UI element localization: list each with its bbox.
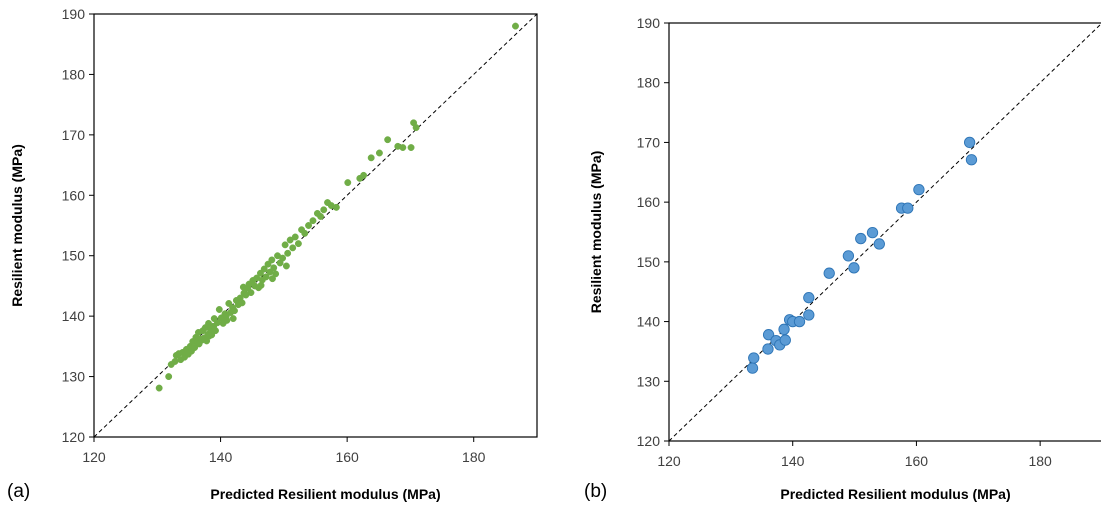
data-point <box>305 222 312 229</box>
panel-label: (b) <box>584 481 607 502</box>
y-axis-title: Resilient modulus (MPa) <box>588 151 604 314</box>
data-point <box>913 183 925 196</box>
data-point <box>289 244 297 252</box>
y-tick-label: 160 <box>62 187 86 203</box>
x-axis-title: Predicted Resilient modulus (MPa) <box>780 486 1010 502</box>
reference-line <box>668 23 1101 442</box>
data-point <box>762 329 775 341</box>
data-point <box>231 307 238 315</box>
data-point <box>407 144 415 151</box>
x-tick-label: 140 <box>209 449 233 465</box>
y-axis-title: Resilient modulus (MPa) <box>9 144 25 307</box>
y-tick-label: 140 <box>637 314 661 330</box>
y-tick-label: 190 <box>637 15 661 31</box>
data-point <box>291 233 299 241</box>
data-point <box>284 249 292 257</box>
y-tick-label: 170 <box>62 127 86 143</box>
data-point <box>229 315 237 323</box>
plot-area <box>668 22 1101 442</box>
data-point <box>171 358 179 365</box>
data-point <box>279 254 287 262</box>
y-tick-label: 150 <box>62 248 86 264</box>
data-point <box>803 292 815 304</box>
data-point <box>262 273 270 281</box>
data-point <box>301 229 309 237</box>
x-tick-label: 160 <box>905 453 929 469</box>
plot-area <box>93 13 538 438</box>
data-point <box>205 319 212 327</box>
data-point <box>260 265 268 273</box>
data-point <box>762 343 774 355</box>
scatter-panel-a: 120 130 140 150 160 170 180 190 120 140 160 180 Pred… <box>7 6 538 502</box>
data-point <box>384 136 392 144</box>
data-point <box>512 22 519 30</box>
data-point <box>375 149 383 157</box>
data-point <box>215 306 223 313</box>
y-tick-label: 130 <box>637 373 661 389</box>
data-point <box>320 206 328 214</box>
data-point <box>963 136 976 149</box>
data-point <box>866 226 879 239</box>
data-point <box>210 315 218 323</box>
data-point <box>195 340 203 348</box>
data-point <box>412 124 420 132</box>
data-point <box>281 241 289 249</box>
data-point <box>212 327 219 335</box>
data-point <box>272 270 280 278</box>
data-point <box>294 240 302 248</box>
data-point <box>165 373 173 381</box>
data-point <box>317 212 325 220</box>
x-axis-title: Predicted Resilient modulus (MPa) <box>210 486 440 502</box>
data-point <box>779 334 791 346</box>
panel-label: (a) <box>7 481 30 502</box>
data-point <box>873 238 885 250</box>
x-tick-label: 180 <box>1028 453 1052 469</box>
y-tick-label: 160 <box>637 194 661 210</box>
data-point <box>155 384 163 392</box>
data-point <box>399 144 407 151</box>
data-point <box>367 154 375 162</box>
data-point <box>268 256 276 264</box>
data-point <box>344 179 352 187</box>
scatter-panel-b: 120 130 140 150 160 170 180 190 120 140 160 180 Pred… <box>584 15 1101 502</box>
data-point <box>842 250 855 262</box>
data-point <box>270 264 278 272</box>
y-tick-label: 190 <box>62 6 86 22</box>
data-point <box>257 281 265 289</box>
data-point <box>332 203 340 211</box>
y-tick-label: 130 <box>62 369 86 385</box>
y-tick-label: 150 <box>637 254 661 270</box>
data-point <box>238 299 246 307</box>
data-point <box>823 267 835 279</box>
data-point <box>855 232 867 245</box>
data-point <box>309 217 317 225</box>
data-point <box>778 323 790 335</box>
y-tick-label: 170 <box>637 134 661 150</box>
y-tick-label: 180 <box>637 75 661 91</box>
x-tick-label: 160 <box>335 449 359 465</box>
data-point <box>239 283 247 291</box>
y-tick-label: 180 <box>62 66 86 82</box>
y-tick-label: 120 <box>62 429 86 445</box>
y-tick-label: 140 <box>62 308 86 324</box>
data-point <box>247 289 255 297</box>
data-point <box>360 171 368 179</box>
x-tick-label: 140 <box>781 453 805 469</box>
data-point <box>793 315 806 328</box>
y-tick-label: 120 <box>637 433 661 449</box>
x-tick-label: 120 <box>657 453 681 469</box>
data-point <box>282 262 290 270</box>
data-point <box>286 236 294 244</box>
data-point <box>746 362 759 374</box>
data-point <box>269 275 276 283</box>
data-point <box>902 202 914 214</box>
data-point <box>222 312 230 320</box>
data-point <box>803 309 815 321</box>
data-point <box>965 154 978 166</box>
x-tick-label: 180 <box>462 449 486 465</box>
x-tick-label: 120 <box>82 449 106 465</box>
data-point <box>848 262 860 274</box>
data-point <box>748 352 760 364</box>
